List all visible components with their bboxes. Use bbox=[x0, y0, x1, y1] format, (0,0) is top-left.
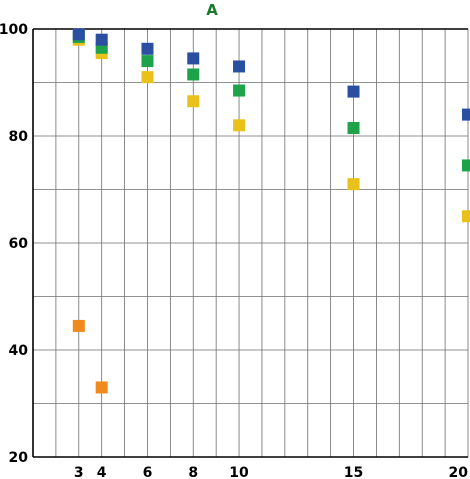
x-tick-label: 8 bbox=[188, 465, 198, 479]
chart-title: A bbox=[206, 1, 218, 19]
tick-labels: 20 40 60 80 100 3 4 6 8 10 15 20 bbox=[0, 22, 468, 479]
data-point bbox=[187, 68, 200, 81]
x-tick-label: 3 bbox=[74, 465, 84, 479]
data-point bbox=[187, 52, 200, 65]
data-point bbox=[72, 319, 85, 332]
data-point bbox=[233, 60, 246, 73]
data-point bbox=[95, 381, 108, 394]
x-tick-label: 20 bbox=[449, 465, 469, 479]
y-tick-label: 60 bbox=[9, 236, 29, 252]
data-point bbox=[141, 42, 154, 55]
x-tick-label: 6 bbox=[143, 465, 153, 479]
data-point bbox=[347, 178, 360, 191]
axes bbox=[32, 28, 468, 458]
data-points bbox=[72, 28, 470, 394]
y-tick-label: 20 bbox=[9, 450, 29, 466]
y-tick-label: 80 bbox=[9, 129, 29, 145]
data-point bbox=[72, 28, 85, 41]
data-point bbox=[462, 159, 470, 172]
data-point bbox=[462, 108, 470, 121]
grid bbox=[32, 28, 469, 457]
data-point bbox=[233, 84, 246, 97]
data-point bbox=[347, 121, 360, 134]
data-point bbox=[462, 210, 470, 223]
x-tick-label: 10 bbox=[229, 465, 249, 479]
data-point bbox=[187, 95, 200, 108]
data-point bbox=[141, 71, 154, 84]
y-tick-label: 40 bbox=[9, 343, 29, 359]
data-point bbox=[141, 55, 154, 68]
y-tick-label: 100 bbox=[0, 22, 28, 38]
x-tick-label: 15 bbox=[344, 465, 363, 479]
data-point bbox=[347, 85, 360, 98]
data-point bbox=[233, 119, 246, 132]
data-point bbox=[95, 33, 108, 46]
x-tick-label: 4 bbox=[97, 465, 107, 479]
